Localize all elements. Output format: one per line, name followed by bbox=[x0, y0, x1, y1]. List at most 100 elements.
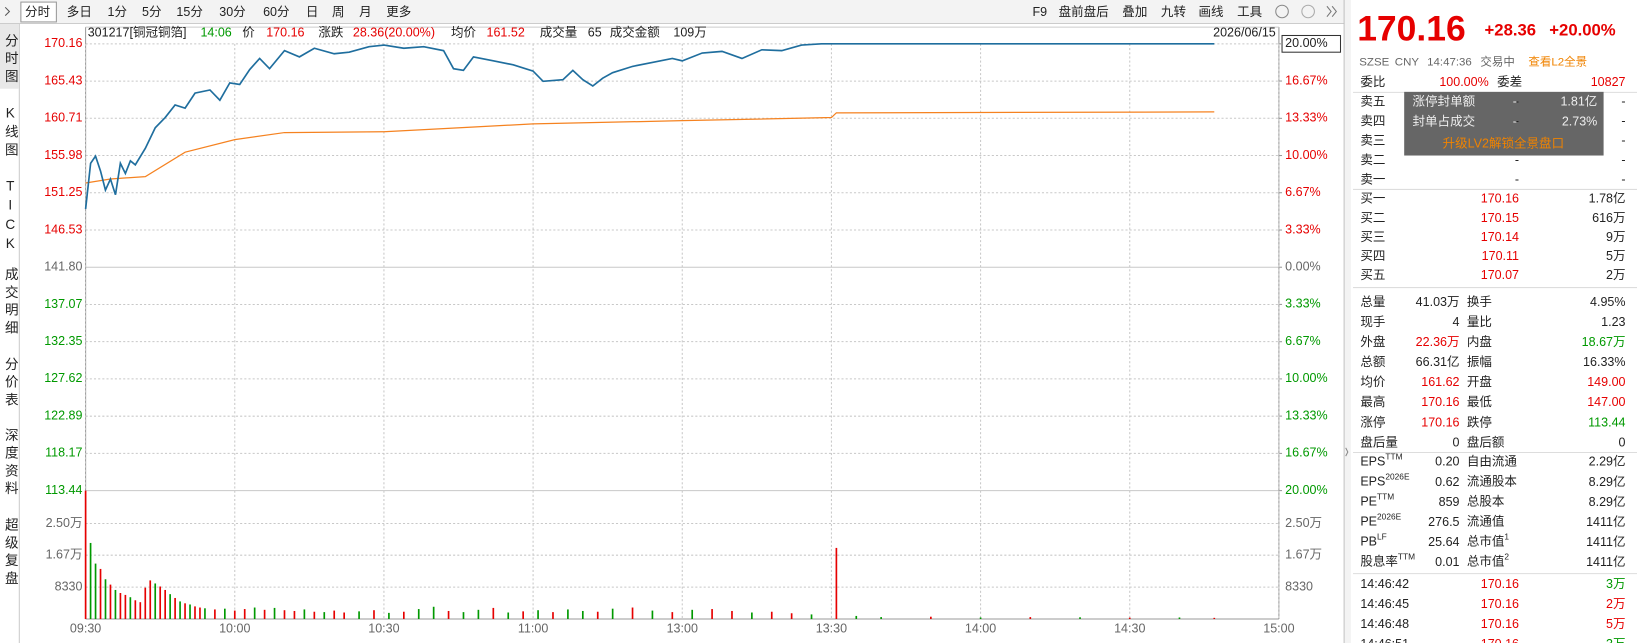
settings-icon[interactable] bbox=[1275, 4, 1289, 19]
trade-vol: 5万 bbox=[1606, 617, 1625, 631]
fund-value: 25.64 bbox=[1428, 535, 1459, 549]
y-tick-label: 151.25 bbox=[44, 185, 82, 199]
fund-label2-text: 自由流通 bbox=[1467, 455, 1518, 469]
quote-meta: 14:47:36 bbox=[1427, 57, 1472, 69]
bid-vol: 616万 bbox=[1592, 211, 1625, 225]
toolbar-tool[interactable]: 叠加 bbox=[1122, 5, 1147, 19]
volume-tick-label-right: 8330 bbox=[1285, 579, 1313, 593]
x-tick-label: 14:00 bbox=[965, 622, 996, 636]
toolbar-tab[interactable]: 周 bbox=[332, 5, 345, 19]
x-tick-label: 09:30 bbox=[70, 622, 101, 636]
side-tab[interactable]: 超级复盘 bbox=[3, 518, 19, 589]
stat-value2: 18.67万 bbox=[1582, 335, 1626, 349]
fund-label-text: PE bbox=[1360, 495, 1377, 509]
side-tab[interactable]: TICK bbox=[3, 178, 18, 255]
toolbar-tab[interactable]: 60分 bbox=[263, 5, 290, 19]
info-amount: 109万 bbox=[673, 26, 706, 40]
toolbar-tool[interactable]: 工具 bbox=[1237, 5, 1263, 19]
ask-price: - bbox=[1515, 153, 1519, 167]
stat-value: 161.62 bbox=[1421, 375, 1459, 389]
y-tick-label: 118.17 bbox=[45, 446, 82, 460]
stat-value2: 4.95% bbox=[1590, 295, 1626, 309]
y2-tick-label: 13.33% bbox=[1285, 111, 1327, 125]
toolbar-tab[interactable]: 5分 bbox=[142, 5, 162, 19]
x-tick-label: 14:30 bbox=[1114, 622, 1145, 636]
fund-label-text: PB bbox=[1360, 535, 1377, 549]
fund-label2: 流通值 bbox=[1467, 514, 1505, 529]
info-amount-label: 成交金额 bbox=[610, 25, 661, 40]
fund-label2-text: 总市值 bbox=[1467, 554, 1505, 569]
l2-link[interactable]: 查看L2全景 bbox=[1528, 55, 1587, 69]
stat-value: 66.31亿 bbox=[1416, 355, 1460, 369]
y2-tick-label: 10.00% bbox=[1285, 371, 1327, 385]
stat-label2: 开盘 bbox=[1467, 374, 1492, 389]
trade-price: 170.16 bbox=[1481, 577, 1519, 591]
x-tick-label: 11:00 bbox=[518, 622, 548, 636]
toolbar-tool[interactable]: 盘前盘后 bbox=[1059, 4, 1109, 19]
ask-label: 卖一 bbox=[1360, 172, 1385, 186]
toolbar-tab[interactable]: 更多 bbox=[386, 5, 411, 19]
y2-tick-label: 3.33% bbox=[1285, 297, 1321, 311]
side-tab[interactable]: 分时图 bbox=[3, 33, 19, 86]
stat-label2: 换手 bbox=[1467, 295, 1492, 309]
ratio-label: 委比 bbox=[1360, 75, 1385, 89]
toolbar-tool[interactable]: F9 bbox=[1033, 5, 1048, 19]
stat-label: 总额 bbox=[1360, 355, 1386, 369]
side-tab[interactable]: 分价表 bbox=[3, 357, 19, 410]
y-tick-label: 155.98 bbox=[44, 148, 82, 162]
stat-label: 涨停 bbox=[1360, 414, 1385, 429]
x-tick-label: 10:30 bbox=[368, 622, 399, 636]
volume-tick-label: 2.50万 bbox=[46, 516, 83, 530]
stat-value: 41.03万 bbox=[1416, 295, 1460, 309]
expand-icon[interactable] bbox=[1326, 5, 1332, 18]
toolbar-tab[interactable]: 多日 bbox=[67, 5, 92, 19]
toolbar-tab[interactable]: 15分 bbox=[176, 5, 203, 19]
ask-label: 卖二 bbox=[1360, 153, 1385, 167]
toolbar-tab[interactable]: 1分 bbox=[108, 5, 128, 19]
fund-value2: 2.29亿 bbox=[1589, 455, 1626, 469]
side-tab[interactable]: 深度资料 bbox=[3, 428, 19, 499]
info-price-label: 价 bbox=[242, 26, 255, 40]
toolbar-tool[interactable]: 九转 bbox=[1161, 5, 1186, 19]
trade-time: 14:46:48 bbox=[1360, 617, 1409, 631]
fund-value2: 1411亿 bbox=[1586, 535, 1625, 549]
bid-vol: 9万 bbox=[1606, 230, 1625, 244]
upgrade-link[interactable]: 升级LV2解锁全景盘口 bbox=[1443, 135, 1564, 150]
toolbar-tab[interactable]: 月 bbox=[359, 5, 372, 19]
toolbar-tab[interactable]: 日 bbox=[306, 5, 319, 19]
info-avg-label: 均价 bbox=[451, 26, 477, 40]
toolbar-tab[interactable]: 分时 bbox=[25, 5, 51, 19]
y2-tick-label: 3.33% bbox=[1285, 222, 1321, 236]
stat-value: 4 bbox=[1453, 315, 1460, 329]
x-tick-label: 10:00 bbox=[219, 622, 250, 636]
collapse-icon[interactable] bbox=[4, 6, 11, 17]
panel-toggle[interactable] bbox=[1345, 447, 1349, 457]
bid-vol: 1.78亿 bbox=[1589, 192, 1626, 206]
stat-label2: 跌停 bbox=[1467, 414, 1492, 429]
help-icon[interactable] bbox=[1301, 4, 1315, 19]
trade-time: 14:46:45 bbox=[1360, 597, 1409, 611]
ratio-value2: 10827 bbox=[1591, 75, 1626, 89]
side-tab[interactable]: K线图 bbox=[3, 105, 19, 160]
seal-value: 2.73% bbox=[1562, 114, 1598, 128]
stat-label: 外盘 bbox=[1360, 334, 1385, 349]
side-tab[interactable]: 成交明细 bbox=[3, 267, 19, 338]
y-tick-label: 137.07 bbox=[44, 297, 82, 311]
fund-label-sup: 2026E bbox=[1377, 512, 1402, 522]
fund-value: 0.01 bbox=[1435, 555, 1459, 569]
toolbar-tab[interactable]: 30分 bbox=[219, 5, 246, 19]
y2-tick-label: 16.67% bbox=[1285, 446, 1327, 460]
fund-label: EPSTTM bbox=[1360, 452, 1402, 469]
y2-tick-label: 0.00% bbox=[1285, 260, 1321, 274]
toolbar-tool[interactable]: 画线 bbox=[1199, 5, 1225, 19]
fund-label2: 总市值1 bbox=[1467, 532, 1510, 549]
expand-icon-2[interactable] bbox=[1331, 5, 1337, 18]
bid-vol: 2万 bbox=[1606, 268, 1625, 282]
stat-value2: 113.44 bbox=[1588, 415, 1625, 429]
info-time: 14:06 bbox=[200, 26, 231, 40]
volume-tick-label-right: 1.67万 bbox=[1285, 547, 1322, 561]
trade-time: 14:46:51 bbox=[1360, 637, 1409, 643]
x-tick-label: 15:00 bbox=[1263, 622, 1294, 636]
stat-label: 盘后量 bbox=[1360, 434, 1398, 449]
